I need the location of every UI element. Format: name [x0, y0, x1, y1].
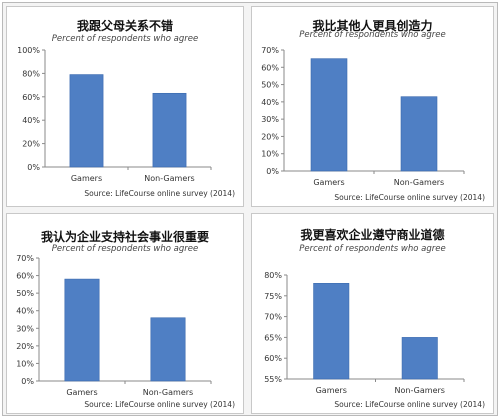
y-tick-label: 40%	[16, 307, 34, 316]
bar-gamers	[69, 74, 104, 168]
chart-panel-creativity: 我比其他人更具创造力 Percent of respondents who ag…	[251, 6, 494, 207]
y-tick-label: 0%	[21, 377, 34, 386]
y-tick-label: 75%	[264, 292, 282, 301]
y-tick-label: 20%	[16, 342, 34, 351]
y-tick-label: 55%	[264, 375, 282, 384]
y-tick-label: 70%	[261, 46, 279, 55]
y-tick-label: 70%	[264, 313, 282, 322]
x-tick-label: Gamers	[313, 178, 344, 187]
y-tick-label: 30%	[261, 115, 279, 124]
y-tick-label: 20%	[261, 132, 279, 141]
chart-panel-ethics: 我更喜欢企业遵守商业道德 Percent of respondents who …	[251, 213, 494, 414]
x-tick-label: Gamers	[66, 388, 97, 397]
bar-non-gamers	[401, 337, 438, 380]
y-tick-label: 0%	[27, 163, 40, 172]
chart-source: Source: LifeCourse online survey (2014)	[84, 400, 235, 409]
bar-gamers	[64, 278, 100, 382]
bar-non-gamers	[152, 92, 187, 168]
y-tick-label: 20%	[22, 140, 40, 149]
x-tick-label: Non-Gamers	[144, 174, 194, 183]
chart-title: 我更喜欢企业遵守商业道德	[300, 228, 445, 242]
y-tick-label: 60%	[16, 272, 34, 281]
x-tick-label: Non-Gamers	[143, 388, 193, 397]
chart-subtitle: Percent of respondents who agree	[299, 30, 446, 40]
y-tick-label: 80%	[264, 271, 282, 280]
y-tick-label: 40%	[261, 98, 279, 107]
bar-chart-ethics: 55% 60% 65% 70% 75% 80% Gamers Non-Gamers	[264, 271, 465, 395]
bar-gamers	[313, 283, 350, 380]
bar-chart-parents: 0% 20% 40% 60% 80% 100% Gamers Non-Gamers	[17, 46, 212, 183]
y-tick-label: 80%	[22, 69, 40, 78]
chart-panel-social-causes: 我认为企业支持社会事业很重要 Percent of respondents wh…	[6, 213, 244, 414]
bar-chart-social-causes: 0% 10% 20% 30% 40% 50% 60% 70% Gamers Non-Gamers	[16, 254, 212, 397]
chart-panel-parents: 我跟父母关系不错 Percent of respondents who agre…	[6, 6, 244, 207]
x-tick-label: Gamers	[71, 174, 102, 183]
x-tick-label: Non-Gamers	[394, 178, 444, 187]
x-tick-label: Gamers	[316, 386, 347, 395]
chart-source: Source: LifeCourse online survey (2014)	[84, 189, 235, 198]
chart-title: 我认为企业支持社会事业很重要	[40, 230, 209, 244]
x-tick-label: Non-Gamers	[395, 386, 445, 395]
chart-subtitle: Percent of respondents who agree	[51, 244, 199, 254]
y-tick-label: 50%	[261, 81, 279, 90]
y-tick-label: 10%	[16, 359, 34, 368]
y-tick-label: 70%	[16, 254, 34, 263]
y-tick-label: 50%	[16, 289, 34, 298]
y-tick-label: 40%	[22, 116, 40, 125]
bar-chart-creativity: 0% 10% 20% 30% 40% 50% 60% 70% Gamers Non-Gamers	[261, 46, 465, 187]
chart-title: 我跟父母关系不错	[76, 19, 173, 33]
chart-subtitle: Percent of respondents who agree	[299, 244, 446, 254]
bar-non-gamers	[400, 96, 438, 172]
y-tick-label: 60%	[264, 354, 282, 363]
y-tick-label: 65%	[264, 333, 282, 342]
chart-title: 我比其他人更具创造力	[312, 19, 433, 33]
y-tick-label: 100%	[17, 46, 40, 55]
chart-source: Source: LifeCourse online survey (2014)	[334, 193, 485, 202]
bar-non-gamers	[150, 317, 186, 382]
y-tick-label: 60%	[22, 93, 40, 102]
y-tick-label: 0%	[266, 167, 279, 176]
chart-subtitle: Percent of respondents who agree	[51, 34, 199, 44]
bar-gamers	[310, 58, 348, 172]
chart-source: Source: LifeCourse online survey (2014)	[334, 400, 485, 409]
y-tick-label: 60%	[261, 63, 279, 72]
y-tick-label: 30%	[16, 324, 34, 333]
y-tick-label: 10%	[261, 150, 279, 159]
